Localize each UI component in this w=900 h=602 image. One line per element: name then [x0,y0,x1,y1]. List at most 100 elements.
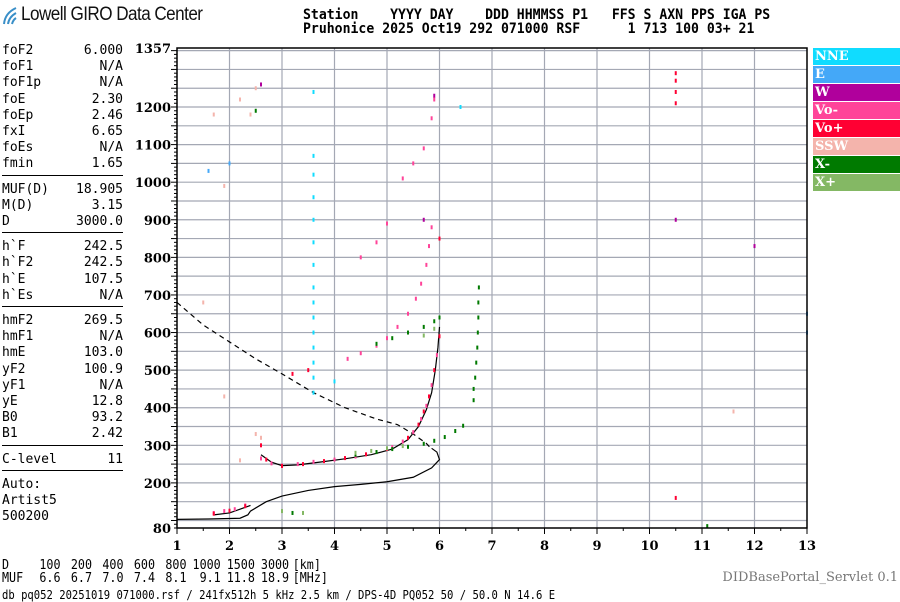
echo-point-vo- [312,459,315,464]
echo-point-nne [312,360,315,365]
echo-point-ssw [732,409,735,414]
echo-point-x+ [281,509,283,514]
echo-point-e [228,161,231,166]
param-value: 1.65 [91,156,123,172]
row-value: 3000 [260,558,290,573]
signal-waves-icon [3,7,17,25]
row-value: 18.9 [260,571,290,586]
echo-point-vo- [414,296,417,301]
row-unit: [MHz] [292,571,328,586]
echo-point-nne [312,240,315,245]
echo-point-x+ [433,326,436,331]
param-value: N/A [99,377,123,393]
echo-point-x+ [370,448,373,453]
param-row-b0: B0 93.2 [2,410,123,426]
plot-frame [176,47,808,529]
echo-point-vo+ [228,508,231,513]
row-value: 1000 [192,558,221,573]
echo-point-nne [459,105,462,110]
row-value: 11.8 [226,571,255,586]
echo-point-vo+ [433,368,436,373]
x-tick-label: 5 [382,539,391,554]
echo-point-vo- [386,221,388,226]
row-value: 9.1 [199,571,221,586]
echo-point-x- [407,444,409,449]
param-value: N/A [99,329,123,345]
y-tick-label: 1357 [135,42,171,57]
param-row-fof1p: foF1p N/A [2,75,123,91]
param-label: M(D) [2,197,34,213]
param-row-hf: h`F 242.5 [2,239,123,255]
row-value: 7.4 [133,571,155,586]
echo-point-nne [312,285,315,290]
echo-point-nne [312,330,315,335]
echo-point-nne [312,300,315,305]
param-label: hmF2 [2,313,34,328]
legend-item-nne: NNE [813,48,900,65]
echo-point-vo- [401,439,404,444]
y-tick-label: 1000 [135,176,171,191]
param-label: foF1 [2,59,34,75]
logo[interactable]: Lowell GIRO Data Center [2,4,223,26]
param-label: h`F2 [2,255,34,271]
x-tick-label: 11 [693,539,711,554]
param-value: N/A [99,287,123,303]
param-label: B1 [2,426,18,442]
echo-point-x- [477,300,480,305]
param-label: foF2 [2,43,34,58]
echo-point-nne [312,262,315,267]
param-label: yF1 [2,377,26,393]
y-tick-label: 800 [144,251,171,266]
x-tick-label: 3 [277,539,286,554]
echo-point-vo+ [365,452,367,457]
param-value: 93.2 [91,410,123,426]
echo-point-vo- [433,97,436,102]
echo-point-x- [472,386,475,391]
echo-point-vo- [430,116,433,121]
x-tick-label: 10 [640,539,658,554]
param-label: MUF(D) [2,181,49,197]
echo-point-x- [472,398,475,403]
legend-item-x-minus: X- [813,156,900,173]
param-value: 3.15 [91,197,123,213]
y-tick-label: 600 [144,327,171,342]
legend: NNE E W Vo- Vo+ SSW X- X+ [813,48,900,192]
row-value: 1500 [226,558,255,573]
row-value: 100 [39,558,61,573]
x-tick-label: 1 [172,539,181,554]
echo-point-vo+ [438,334,441,339]
echo-point-vo+ [674,89,677,94]
param-label: B0 [2,410,18,426]
param-row-hf2: h`F2 242.5 [2,255,123,271]
row-value: 8.1 [165,571,187,586]
echo-point-w [433,93,436,98]
echo-point-x+ [386,446,388,451]
echo-point-vo- [260,456,262,461]
echo-points [202,71,808,529]
y-axis: 1357 1200 1100 1000 900 800 700 600 500 400 300 200… [135,42,177,537]
param-label: foEp [2,107,34,123]
row-label: MUF [2,571,24,586]
legend-item-w: W [813,84,900,101]
x-tick-label: 8 [540,539,549,554]
echo-point-vo+ [212,511,215,516]
echo-point-vo- [346,356,349,361]
echo-point-vo- [420,416,423,421]
echo-point-x- [291,510,294,515]
x-tick-label: 4 [330,539,339,554]
param-row-foes: foEs N/A [2,140,123,156]
echo-point-x- [422,441,425,446]
param-row-hes: h`Es N/A [2,288,123,304]
param-row-yf2: yF2 100.9 [2,362,123,378]
echo-point-vo- [407,311,409,316]
echo-point-vo- [233,507,236,512]
file-info: db pq052 20251019 071000.rsf / 241fx512h… [2,588,556,602]
y-tick-label: 1100 [135,139,171,154]
y-tick-label: 300 [144,439,171,454]
echo-point-w [753,244,756,249]
echo-point-x- [433,319,436,324]
echo-point-w [674,217,677,222]
echo-point-vo- [270,461,273,466]
separator [2,444,123,446]
